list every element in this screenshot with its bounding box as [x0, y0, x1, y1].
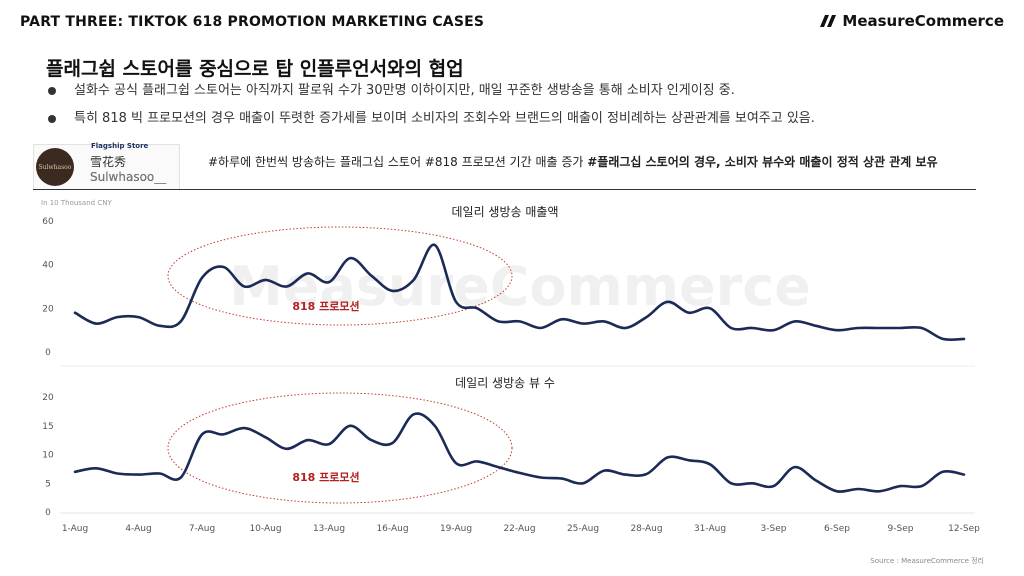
page-headline: 플래그쉽 스토어를 중심으로 탑 인플루언서와의 협업 [46, 58, 464, 80]
hashtag-text: #하루에 한번씩 방송하는 플래그십 스토어 #818 프로모션 기간 매출 증… [208, 154, 958, 171]
y-unit-label: In 10 Thousand CNY [41, 199, 112, 207]
x-tick-label: 10-Aug [249, 524, 281, 534]
part-title: PART THREE: TIKTOK 618 PROMOTION MARKETI… [20, 14, 485, 30]
store-card: Sulwhasoo Flagship Store 雪花秀Sulwhasoo Su… [33, 142, 180, 190]
x-tick-label: 4-Aug [125, 524, 151, 534]
hashtag-bold: #플래그십 스토어의 경우, 소비자 뷰수와 매출이 정적 상관 관계 보유 [587, 155, 938, 169]
x-tick-label: 22-Aug [503, 524, 535, 534]
x-tick-label: 16-Aug [376, 524, 408, 534]
x-tick-label: 19-Aug [440, 524, 472, 534]
y-tick-label: 5 [45, 479, 51, 489]
x-tick-label: 25-Aug [567, 524, 599, 534]
y-tick-label: 0 [45, 348, 51, 358]
source-note: Source : MeasureCommerce 정리 [870, 557, 984, 565]
x-tick-label: 13-Aug [313, 524, 345, 534]
brand-logo: MeasureCommerce [820, 12, 1004, 30]
x-tick-label: 28-Aug [630, 524, 662, 534]
series-line [73, 412, 966, 493]
x-tick-label: 6-Sep [824, 524, 850, 534]
bullet-item: 설화수 공식 플래그쉽 스토어는 아직까지 팔로워 수가 30만명 이하이지만,… [46, 80, 815, 108]
y-tick-label: 40 [42, 261, 54, 271]
series-line [73, 243, 966, 341]
store-badge: Flagship Store [91, 142, 149, 150]
promotion-annotation: 818 프로모션 [292, 300, 359, 313]
x-tick-label: 1-Aug [62, 524, 88, 534]
watermark-text: MeasureCommerce [229, 255, 811, 318]
bullet-dot-icon [48, 87, 56, 95]
y-tick-label: 20 [42, 393, 54, 403]
store-name: 雪花秀Sulwhasoo [90, 155, 155, 184]
brand-name: MeasureCommerce [842, 12, 1004, 30]
y-tick-label: 60 [42, 217, 54, 227]
promotion-highlight-ellipse [167, 392, 513, 504]
promotion-highlight-ellipse [167, 226, 513, 326]
x-tick-label: 31-Aug [694, 524, 726, 534]
store-logo-icon: Sulwhasoo [36, 148, 74, 186]
y-tick-label: 10 [42, 451, 54, 461]
y-tick-label: 20 [42, 304, 54, 314]
bullet-item: 특히 818 빅 프로모션의 경우 매출이 뚜렷한 증가세를 보이며 소비자의 … [46, 108, 815, 136]
bullet-list: 설화수 공식 플래그쉽 스토어는 아직까지 팔로워 수가 30만명 이하이지만,… [46, 80, 815, 136]
chart-title: 데일리 생방송 매출액 [452, 205, 559, 219]
brand-mark-icon [820, 15, 837, 27]
chart-title: 데일리 생방송 뷰 수 [455, 376, 555, 390]
y-tick-label: 15 [42, 422, 53, 432]
hashtag-plain: #하루에 한번씩 방송하는 플래그십 스토어 #818 프로모션 기간 매출 증… [208, 155, 588, 169]
bullet-dot-icon [48, 115, 56, 123]
y-tick-label: 0 [45, 508, 51, 518]
promotion-annotation: 818 프로모션 [292, 471, 359, 484]
x-tick-label: 7-Aug [189, 524, 215, 534]
store-handle: Sulwhasoo__ [90, 170, 167, 184]
x-tick-label: 9-Sep [888, 524, 914, 534]
divider [33, 189, 976, 190]
x-tick-label: 3-Sep [761, 524, 787, 534]
x-tick-label: 12-Sep [948, 524, 980, 534]
